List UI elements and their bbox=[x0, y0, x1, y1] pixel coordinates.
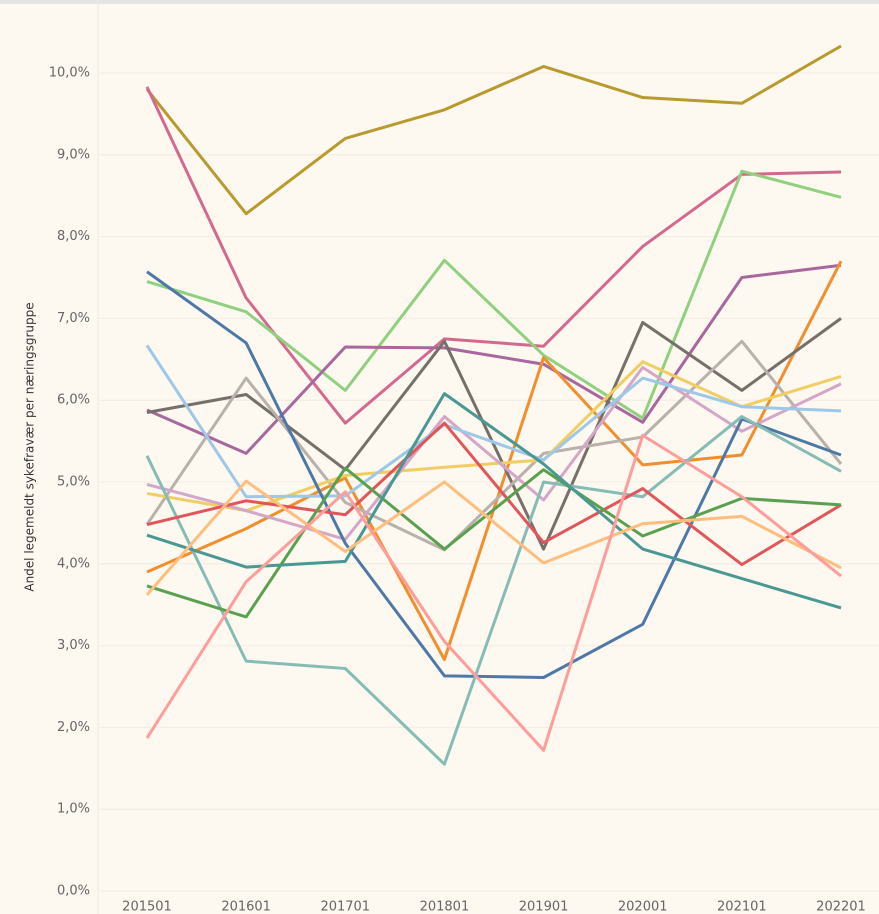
y-tick-label: 8,0% bbox=[57, 229, 90, 244]
top-bar bbox=[0, 0, 879, 4]
x-tick-label: 201801 bbox=[420, 900, 470, 914]
series-line bbox=[145, 415, 842, 766]
x-tick-label: 202201 bbox=[816, 900, 866, 914]
x-tick-label: 201901 bbox=[519, 900, 569, 914]
y-tick-label: 2,0% bbox=[57, 720, 90, 735]
series-line bbox=[145, 339, 843, 552]
series-line bbox=[146, 365, 842, 541]
y-tick-label: 7,0% bbox=[57, 311, 90, 326]
x-tick-label: 202001 bbox=[618, 900, 668, 914]
series-line bbox=[146, 263, 842, 455]
series-line bbox=[145, 344, 842, 499]
series-line bbox=[146, 270, 842, 680]
y-tick-label: 6,0% bbox=[57, 393, 90, 408]
x-tick-label: 201701 bbox=[320, 900, 370, 914]
y-tick-label: 10,0% bbox=[49, 66, 90, 81]
y-tick-label: 3,0% bbox=[57, 638, 90, 653]
series-line bbox=[146, 360, 842, 513]
x-tick-label: 201601 bbox=[221, 900, 271, 914]
y-tick-label: 1,0% bbox=[57, 802, 90, 817]
series-line bbox=[146, 421, 842, 567]
series-line bbox=[145, 86, 842, 425]
series-line bbox=[145, 433, 842, 752]
series-line bbox=[145, 44, 842, 216]
y-tick-label: 9,0% bbox=[57, 147, 90, 162]
series-line bbox=[145, 479, 842, 596]
y-axis-label: Andel legemeldt sykefravær per næringsgr… bbox=[23, 302, 37, 591]
series-line bbox=[146, 317, 842, 551]
series-line bbox=[146, 466, 842, 619]
y-tick-label: 4,0% bbox=[57, 556, 90, 571]
y-tick-label: 0,0% bbox=[57, 884, 90, 899]
x-tick-label: 201501 bbox=[122, 900, 172, 914]
series-line bbox=[146, 169, 842, 420]
y-tick-label: 5,0% bbox=[57, 475, 90, 490]
x-tick-label: 202101 bbox=[717, 900, 767, 914]
